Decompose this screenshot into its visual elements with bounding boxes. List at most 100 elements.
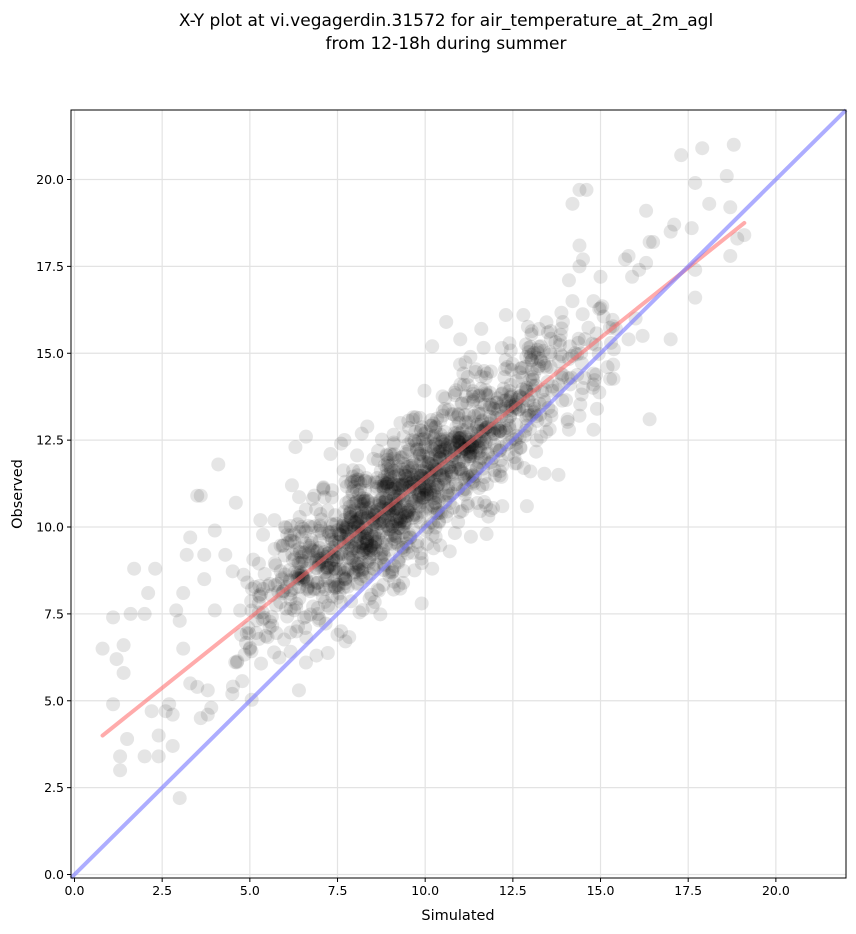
scatter-point — [430, 503, 445, 518]
scatter-point — [571, 335, 586, 350]
scatter-point — [358, 473, 373, 488]
scatter-point — [311, 582, 326, 597]
scatter-point — [387, 447, 402, 462]
scatter-point — [397, 478, 412, 493]
scatter-point — [442, 544, 457, 559]
scatter-point — [364, 527, 379, 542]
scatter-point — [172, 613, 187, 628]
scatter-point — [454, 430, 469, 445]
scatter-point — [428, 425, 443, 440]
scatter-point — [555, 315, 570, 330]
scatter-point — [509, 456, 524, 471]
scatter-point — [449, 419, 464, 434]
scatter-point — [509, 374, 524, 389]
scatter-point — [450, 430, 465, 445]
scatter-point — [398, 464, 413, 479]
scatter-point — [318, 564, 333, 579]
scatter-point — [334, 624, 349, 639]
y-tick-label: 12.5 — [36, 433, 64, 448]
scatter-point — [414, 454, 429, 469]
scatter-point — [444, 464, 459, 479]
scatter-point — [407, 433, 422, 448]
scatter-point — [374, 432, 389, 447]
scatter-point — [375, 491, 390, 506]
scatter-point — [621, 332, 636, 347]
scatter-point — [473, 406, 488, 421]
scatter-point — [436, 442, 451, 457]
scatter-point — [315, 579, 330, 594]
scatter-point — [642, 235, 657, 250]
scatter-point — [361, 545, 376, 560]
scatter-point — [359, 538, 374, 553]
scatter-point — [338, 572, 353, 587]
scatter-point — [552, 338, 567, 353]
scatter-point — [482, 385, 497, 400]
scatter-point — [480, 444, 495, 459]
scatter-point — [453, 462, 468, 477]
scatter-point — [321, 560, 336, 575]
scatter-point — [252, 589, 267, 604]
scatter-point — [414, 491, 429, 506]
scatter-point — [430, 480, 445, 495]
scatter-point — [339, 520, 354, 535]
y-axis-ticks: 0.0 2.5 5.0 7.5 10.0 12.5 15.0 17.5 20.0 — [36, 172, 71, 882]
scatter-point — [394, 514, 409, 529]
scatter-point — [492, 443, 507, 458]
scatter-point — [244, 581, 259, 596]
scatter-point — [251, 631, 266, 646]
scatter-point — [302, 540, 317, 555]
plot-area-frame — [70, 109, 847, 879]
scatter-point — [419, 486, 434, 501]
scatter-point — [375, 473, 390, 488]
scatter-point — [350, 544, 365, 559]
scatter-point — [389, 509, 404, 524]
scatter-point — [297, 554, 312, 569]
scatter-point — [551, 467, 566, 482]
scatter-point — [416, 490, 431, 505]
scatter-point — [292, 591, 307, 606]
scatter-point — [473, 443, 488, 458]
scatter-point — [366, 496, 381, 511]
scatter-point — [409, 492, 424, 507]
scatter-point — [298, 655, 313, 670]
scatter-point — [441, 402, 456, 417]
scatter-point — [228, 495, 243, 510]
scatter-point — [520, 319, 535, 334]
scatter-point — [322, 558, 337, 573]
scatter-point — [336, 463, 351, 478]
scatter-point — [326, 574, 341, 589]
scatter-point — [366, 515, 381, 530]
scatter-point — [414, 423, 429, 438]
scatter-point — [277, 520, 292, 535]
scatter-point — [252, 578, 267, 593]
scatter-point — [303, 584, 318, 599]
scatter-point — [632, 262, 647, 277]
scatter-point — [412, 410, 427, 425]
scatter-point — [225, 564, 240, 579]
scatter-point — [477, 363, 492, 378]
scatter-point — [410, 463, 425, 478]
scatter-point — [390, 521, 405, 536]
scatter-point — [229, 655, 244, 670]
scatter-point — [543, 324, 558, 339]
scatter-point — [542, 422, 557, 437]
scatter-point — [470, 417, 485, 432]
scatter-point — [586, 377, 601, 392]
scatter-point — [329, 564, 344, 579]
scatter-point — [451, 462, 466, 477]
scatter-point — [554, 321, 569, 336]
scatter-point — [472, 388, 487, 403]
scatter-point — [303, 607, 318, 622]
scatter-point — [325, 517, 340, 532]
scatter-point — [359, 514, 374, 529]
scatter-point — [477, 436, 492, 451]
scatter-point — [414, 596, 429, 611]
scatter-point — [458, 415, 473, 430]
scatter-point — [593, 269, 608, 284]
scatter-point — [395, 507, 410, 522]
scatter-point — [322, 560, 337, 575]
scatter-point — [344, 551, 359, 566]
scatter-point — [575, 252, 590, 267]
scatter-point — [521, 341, 536, 356]
